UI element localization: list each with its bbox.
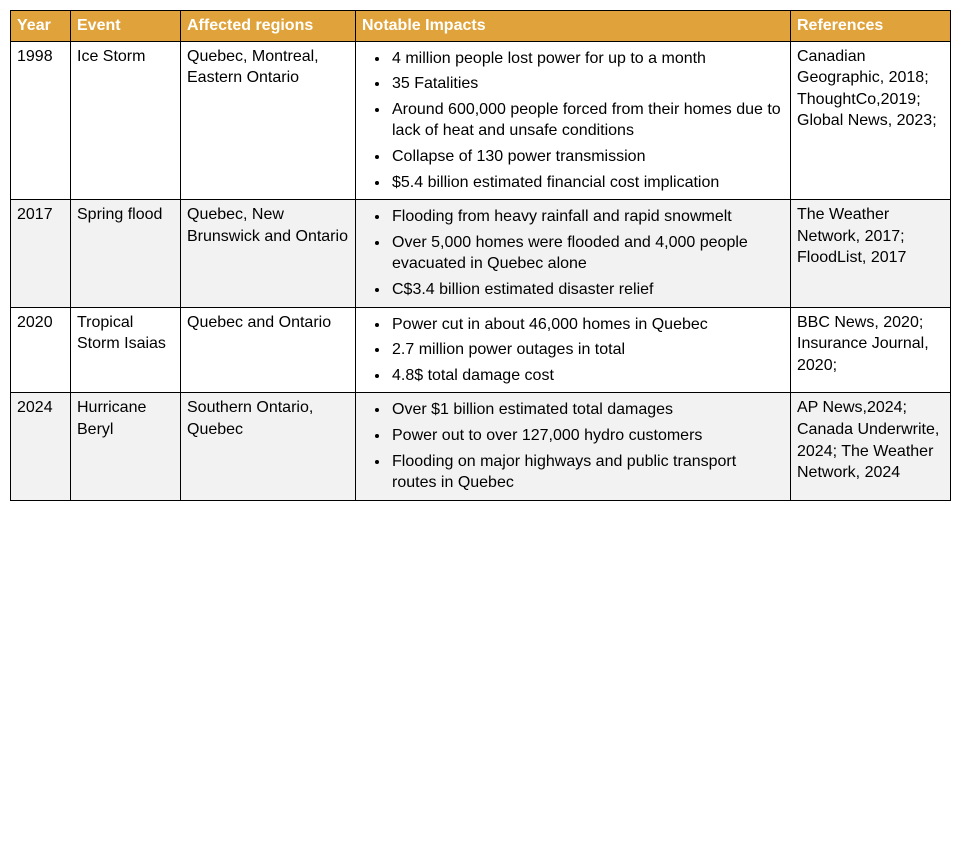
impact-item: 35 Fatalities	[390, 71, 784, 97]
impact-item: C$3.4 billion estimated disaster relief	[390, 277, 784, 303]
cell-year: 2020	[11, 307, 71, 393]
cell-event: Hurricane Beryl	[71, 393, 181, 500]
impacts-list: 4 million people lost power for up to a …	[362, 46, 784, 196]
table-row: 2017Spring floodQuebec, New Brunswick an…	[11, 200, 951, 307]
impact-item: Around 600,000 people forced from their …	[390, 97, 784, 144]
impact-item: Power cut in about 46,000 homes in Quebe…	[390, 312, 784, 338]
cell-impacts: Power cut in about 46,000 homes in Quebe…	[356, 307, 791, 393]
header-event: Event	[71, 11, 181, 42]
cell-event: Ice Storm	[71, 41, 181, 200]
impact-item: 4.8$ total damage cost	[390, 363, 784, 389]
impact-item: $5.4 billion estimated financial cost im…	[390, 170, 784, 196]
impact-item: 4 million people lost power for up to a …	[390, 46, 784, 72]
cell-regions: Quebec, New Brunswick and Ontario	[181, 200, 356, 307]
impacts-list: Flooding from heavy rainfall and rapid s…	[362, 204, 784, 302]
impact-item: Collapse of 130 power transmission	[390, 144, 784, 170]
table-row: 1998Ice StormQuebec, Montreal, Eastern O…	[11, 41, 951, 200]
impacts-list: Over $1 billion estimated total damagesP…	[362, 397, 784, 495]
header-year: Year	[11, 11, 71, 42]
impact-item: 2.7 million power outages in total	[390, 337, 784, 363]
cell-refs: AP News,2024; Canada Underwrite, 2024; T…	[791, 393, 951, 500]
table-row: 2024Hurricane BerylSouthern Ontario, Que…	[11, 393, 951, 500]
cell-impacts: 4 million people lost power for up to a …	[356, 41, 791, 200]
cell-regions: Quebec, Montreal, Eastern Ontario	[181, 41, 356, 200]
impact-item: Flooding from heavy rainfall and rapid s…	[390, 204, 784, 230]
cell-year: 2017	[11, 200, 71, 307]
cell-regions: Southern Ontario, Quebec	[181, 393, 356, 500]
impacts-list: Power cut in about 46,000 homes in Quebe…	[362, 312, 784, 389]
cell-year: 2024	[11, 393, 71, 500]
impact-item: Over 5,000 homes were flooded and 4,000 …	[390, 230, 784, 277]
header-refs: References	[791, 11, 951, 42]
table-body: 1998Ice StormQuebec, Montreal, Eastern O…	[11, 41, 951, 500]
cell-year: 1998	[11, 41, 71, 200]
cell-regions: Quebec and Ontario	[181, 307, 356, 393]
table-row: 2020Tropical Storm IsaiasQuebec and Onta…	[11, 307, 951, 393]
cell-refs: BBC News, 2020; Insurance Journal, 2020;	[791, 307, 951, 393]
header-row: Year Event Affected regions Notable Impa…	[11, 11, 951, 42]
events-table: Year Event Affected regions Notable Impa…	[10, 10, 951, 501]
header-regions: Affected regions	[181, 11, 356, 42]
cell-impacts: Flooding from heavy rainfall and rapid s…	[356, 200, 791, 307]
impact-item: Over $1 billion estimated total damages	[390, 397, 784, 423]
header-impacts: Notable Impacts	[356, 11, 791, 42]
cell-event: Tropical Storm Isaias	[71, 307, 181, 393]
cell-event: Spring flood	[71, 200, 181, 307]
impact-item: Flooding on major highways and public tr…	[390, 449, 784, 496]
cell-impacts: Over $1 billion estimated total damagesP…	[356, 393, 791, 500]
impact-item: Power out to over 127,000 hydro customer…	[390, 423, 784, 449]
cell-refs: The Weather Network, 2017; FloodList, 20…	[791, 200, 951, 307]
cell-refs: Canadian Geographic, 2018; ThoughtCo,201…	[791, 41, 951, 200]
